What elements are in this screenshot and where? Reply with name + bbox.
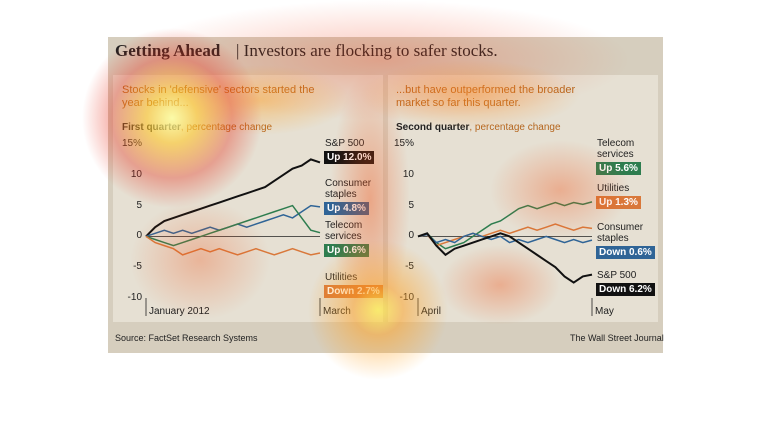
x-tick-label: May bbox=[595, 306, 614, 317]
series-name: Utilities bbox=[597, 183, 630, 194]
subtitle: | Investors are flocking to safer stocks… bbox=[236, 41, 498, 60]
series-label: Up 1.3% bbox=[596, 196, 641, 209]
series-name: S&P 500 bbox=[325, 138, 365, 149]
panel-title: Stocks in 'defensive' sectors started th… bbox=[122, 84, 315, 109]
series-label: Down 6.2% bbox=[596, 283, 655, 296]
y-tick-label: 5 bbox=[408, 199, 414, 211]
y-tick-label: 0 bbox=[408, 230, 414, 242]
period: First quarter bbox=[122, 122, 181, 133]
series-name: S&P 500 bbox=[597, 270, 637, 281]
y-tick-label: 0 bbox=[136, 230, 142, 242]
y-tick-label: -5 bbox=[405, 261, 414, 273]
y-tick-label: 15% bbox=[121, 138, 142, 149]
series-label: Down 0.6% bbox=[596, 246, 655, 259]
y-tick-label: 10 bbox=[402, 168, 414, 180]
axis-note: First quarter, percentage change bbox=[122, 122, 272, 133]
source: Source: FactSet Research Systems bbox=[115, 333, 258, 343]
series-name: Telecom services bbox=[325, 220, 363, 242]
y-tick-label: -10 bbox=[399, 292, 414, 303]
y-tick-label: -5 bbox=[133, 261, 142, 273]
measure: , percentage change bbox=[469, 122, 561, 133]
series-name: Utilities bbox=[325, 272, 358, 283]
y-tick-label: -10 bbox=[127, 292, 142, 303]
x-tick-label: January 2012 bbox=[149, 306, 210, 317]
series-label: Up 12.0% bbox=[324, 151, 375, 164]
title: Getting Ahead bbox=[115, 41, 221, 60]
y-tick-label: 15% bbox=[393, 138, 414, 149]
panel-title: ...but have outperformed the broader mar… bbox=[396, 84, 576, 109]
series-label: Up 0.6% bbox=[324, 244, 369, 257]
y-tick-label: 10 bbox=[130, 168, 142, 180]
x-tick-label: March bbox=[323, 306, 351, 317]
credit: The Wall Street Journal bbox=[570, 333, 664, 343]
series-label: Up 4.8% bbox=[324, 202, 369, 215]
series-line bbox=[145, 204, 321, 238]
series-name: Consumer staples bbox=[325, 178, 372, 200]
measure: , percentage change bbox=[180, 122, 273, 133]
series-label: Down 2.7% bbox=[324, 285, 383, 298]
series-line bbox=[145, 204, 321, 247]
y-tick-label: 5 bbox=[136, 199, 142, 211]
series-name: Telecom services bbox=[597, 138, 635, 160]
series-name: Consumer staples bbox=[597, 222, 644, 244]
x-tick-label: April bbox=[421, 306, 442, 317]
period: Second quarter bbox=[396, 122, 470, 133]
axis-note: Second quarter, percentage change bbox=[396, 122, 561, 133]
series-label: Up 5.6% bbox=[596, 162, 641, 175]
